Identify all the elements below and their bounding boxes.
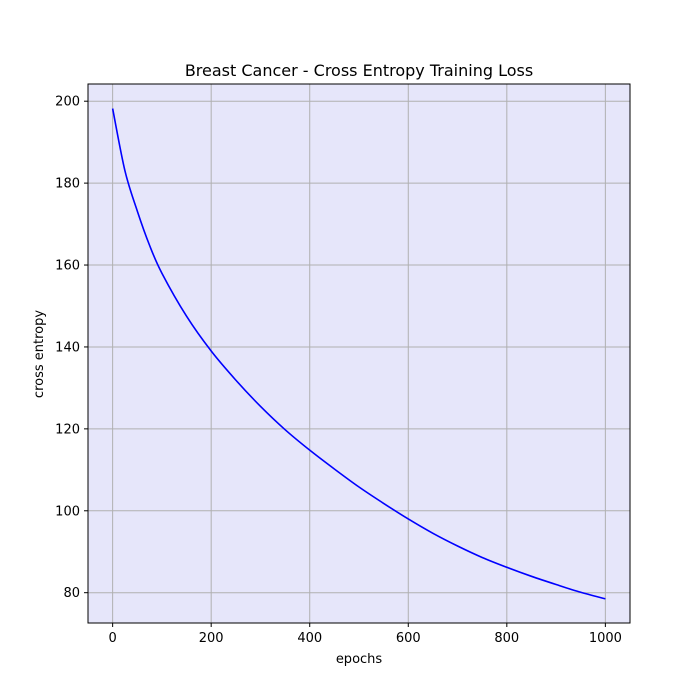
- chart-title: Breast Cancer - Cross Entropy Training L…: [185, 61, 533, 80]
- y-tick-label: 80: [63, 586, 80, 601]
- x-tick-label: 800: [494, 631, 519, 646]
- y-tick-label: 140: [55, 340, 80, 355]
- plot-area: [88, 84, 630, 623]
- y-tick-label: 120: [55, 422, 80, 437]
- y-tick-label: 100: [55, 504, 80, 519]
- y-tick-label: 180: [55, 177, 80, 192]
- grid: [88, 84, 630, 623]
- y-axis-label: cross entropy: [32, 310, 47, 398]
- x-tick-label: 200: [199, 631, 224, 646]
- x-tick-label: 0: [108, 631, 116, 646]
- x-tick-label: 600: [396, 631, 421, 646]
- y-tick-label: 200: [55, 95, 80, 110]
- loss-line: [111, 108, 606, 600]
- series-group: [111, 108, 606, 600]
- x-axis: 0 200 400 600 800 1000: [108, 623, 622, 646]
- plot-frame: [87, 83, 631, 624]
- y-axis: 80 100 120 140 160 180 200: [55, 95, 88, 601]
- y-tick-label: 160: [55, 259, 80, 274]
- x-tick-label: 1000: [589, 631, 622, 646]
- x-tick-label: 400: [297, 631, 322, 646]
- x-axis-label: epochs: [336, 652, 383, 667]
